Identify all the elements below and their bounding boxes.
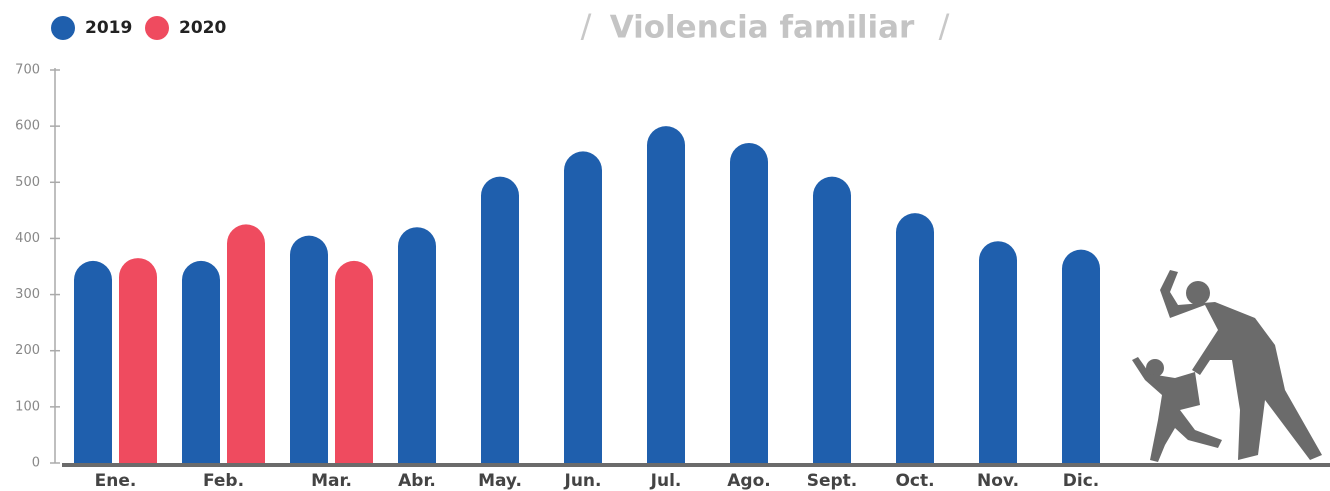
legend-label: 2019 [85,18,132,38]
x-tick-label: May. [478,471,522,491]
chart: / / Violencia familiar 0 100 200 300 400 500 6… [0,0,1330,491]
x-tick-label: Jul. [650,471,682,491]
bar [730,143,768,463]
legend-swatch [145,16,169,40]
y-tick-label: 500 [15,175,40,190]
x-tick-label: Feb. [203,471,244,491]
bar [227,224,265,463]
bar [896,213,934,463]
x-tick-label: Oct. [895,471,934,491]
chart-title: Violencia familiar [610,10,915,46]
y-tick-label: 700 [15,63,40,78]
legend-label: 2020 [179,18,226,38]
x-tick-label: Ago. [727,471,770,491]
decoration: / [581,7,592,45]
y-tick-label: 0 [32,456,40,471]
x-tick-label: Dic. [1063,471,1099,491]
x-tick-label: Ene. [95,471,137,491]
bar [1062,250,1100,463]
bar [564,151,602,463]
bar [647,126,685,463]
bar [119,258,157,463]
x-tick-label: Nov. [977,471,1019,491]
y-tick-label: 400 [15,231,40,246]
bar [813,177,851,463]
bar [290,236,328,463]
x-tick-label: Jun. [564,471,602,491]
bar [979,241,1017,463]
bar [74,261,112,463]
bar [481,177,519,463]
y-tick-label: 100 [15,399,40,414]
bar [398,227,436,463]
decoration: / [939,7,950,45]
x-tick-label: Abr. [398,471,436,491]
legend-swatch [51,16,75,40]
x-tick-label: Sept. [807,471,858,491]
bar [335,261,373,463]
y-tick-label: 200 [15,343,40,358]
y-tick-label: 600 [15,119,40,134]
silhouette [1132,270,1322,462]
y-tick-label: 300 [15,287,40,302]
bar [182,261,220,463]
x-tick-label: Mar. [311,471,352,491]
